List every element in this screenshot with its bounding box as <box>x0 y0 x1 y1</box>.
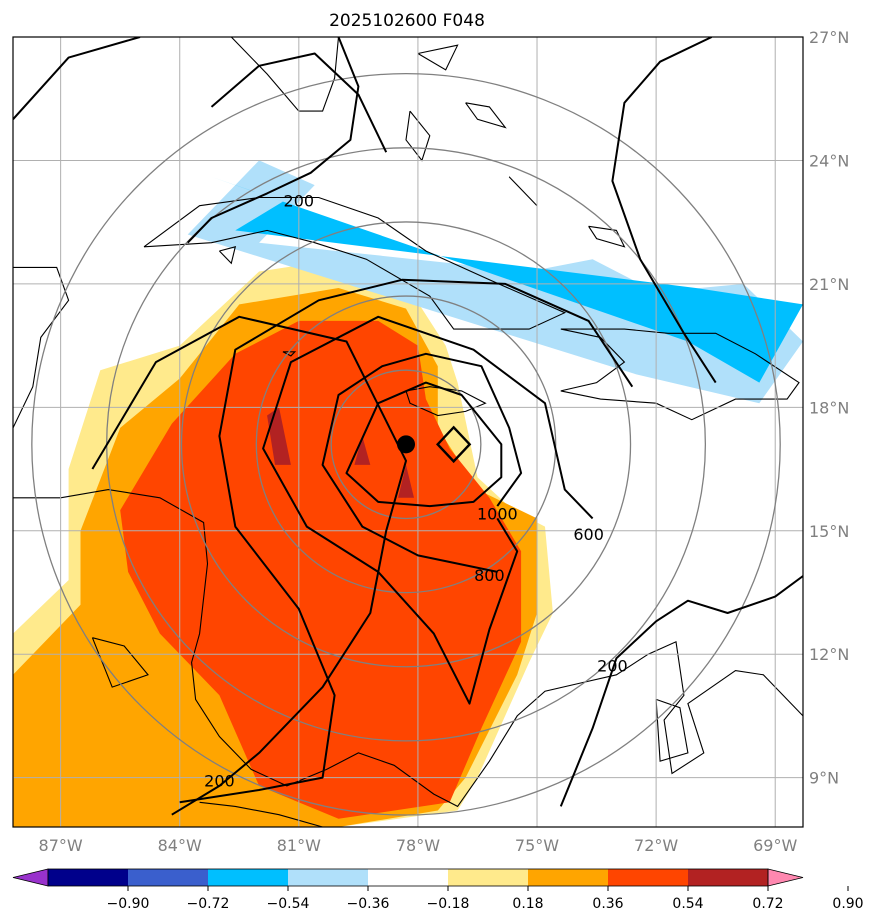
colorbar-tick-label: −0.90 <box>107 896 150 912</box>
contours <box>13 37 803 816</box>
colorbar-min-extension <box>12 868 49 887</box>
y-tick-label: 18°N <box>809 398 849 417</box>
contour-labels: 1000 800 600 200 200 200 <box>204 192 628 791</box>
colorbar-segment <box>688 869 769 886</box>
range-ring-200km <box>330 369 482 520</box>
range-ring-600km <box>180 221 632 668</box>
contour-label: 200 <box>597 657 628 676</box>
gridlines <box>13 37 803 827</box>
coastline-12 <box>588 225 626 248</box>
shade-dark-red-streak-1 <box>354 436 371 465</box>
y-tick-label: 12°N <box>809 645 849 664</box>
x-tick-labels: 87°W 84°W 81°W 78°W 75°W 72°W 69°W <box>39 836 798 855</box>
colorbar-tick-label: 0.36 <box>592 896 623 912</box>
contour-label: 200 <box>284 192 315 211</box>
contour-label: 1000 <box>477 504 518 523</box>
contour-label: 600 <box>573 525 604 544</box>
x-tick-label: 69°W <box>753 836 797 855</box>
coastline-5 <box>13 489 803 808</box>
colorbar-segment <box>208 869 289 886</box>
colorbar-segment <box>448 869 529 886</box>
contour-200-east <box>559 575 803 807</box>
x-tick-label: 72°W <box>634 836 678 855</box>
y-tick-label: 27°N <box>809 28 849 47</box>
contour-200-north <box>13 37 141 120</box>
contour-200-south <box>91 315 407 816</box>
x-tick-label: 84°W <box>158 836 202 855</box>
contour-1000 <box>345 381 503 508</box>
y-tick-label: 9°N <box>809 769 839 788</box>
colorbar-tick-label: −0.72 <box>187 896 230 912</box>
y-tick-label: 21°N <box>809 275 849 294</box>
y-tick-label: 24°N <box>809 151 849 170</box>
map-area: 1000 800 600 200 200 200 <box>13 37 803 827</box>
colorbar-tick-label: −0.54 <box>267 896 310 912</box>
colorbar: −0.90 −0.72 −0.54 −0.36 −0.18 0.18 0.36 0.54 0.7… <box>12 868 864 912</box>
colorbar-segment <box>128 869 209 886</box>
colorbar-segment <box>368 869 449 886</box>
colorbar-segment <box>608 869 689 886</box>
contour-200-bahamas <box>210 52 388 153</box>
range-ring-400km <box>255 295 557 594</box>
colorbar-tick-label: 0.72 <box>752 896 783 912</box>
colorbar-segment <box>288 869 369 886</box>
contour-800 <box>321 352 523 573</box>
colorbar-tick-label: −0.36 <box>347 896 390 912</box>
x-tick-label: 78°W <box>396 836 440 855</box>
shade-negative-neg-0-36 <box>211 176 803 383</box>
coastline-6 <box>199 801 323 827</box>
contour-200-outer <box>611 37 717 384</box>
storm-center-marker <box>397 435 416 454</box>
chart-title: 2025102600 F048 <box>329 11 485 31</box>
contour-label: 200 <box>204 772 235 791</box>
diamond-marker <box>436 425 472 464</box>
x-tick-label: 87°W <box>39 836 83 855</box>
x-tick-label: 81°W <box>277 836 321 855</box>
colorbar-tick-label: 0.18 <box>512 896 543 912</box>
contour-200-west <box>186 37 360 244</box>
colorbar-tick-label: 0.90 <box>832 896 863 912</box>
colorbar-tick-label: −0.18 <box>427 896 470 912</box>
coastline-0 <box>143 196 567 330</box>
contour-400 <box>179 278 634 804</box>
shade-positive-0-72 <box>267 407 291 465</box>
y-tick-label: 15°N <box>809 522 849 541</box>
colorbar-frame <box>47 868 769 887</box>
contour-600 <box>262 315 594 705</box>
colorbar-tick-label: 0.54 <box>672 896 703 912</box>
coastline-10 <box>465 102 507 129</box>
coastline-13 <box>219 246 237 265</box>
coastline-15 <box>91 637 149 688</box>
colorbar-max-extension <box>767 868 804 887</box>
colorbar-segment <box>528 869 609 886</box>
colorbar-segment <box>48 869 129 886</box>
coastline-4 <box>13 266 70 429</box>
coastline-3 <box>40 37 340 112</box>
coastline-8 <box>417 44 459 71</box>
contour-label: 800 <box>474 566 505 585</box>
range-ring-1000km <box>31 73 781 816</box>
y-tick-labels: 27°N 24°N 21°N 18°N 15°N 12°N 9°N <box>809 28 849 788</box>
shade-dark-red-streak-0 <box>398 464 414 498</box>
map-frame <box>12 36 804 828</box>
markers <box>397 425 472 464</box>
coastline-2 <box>560 328 800 421</box>
x-tick-label: 75°W <box>515 836 559 855</box>
